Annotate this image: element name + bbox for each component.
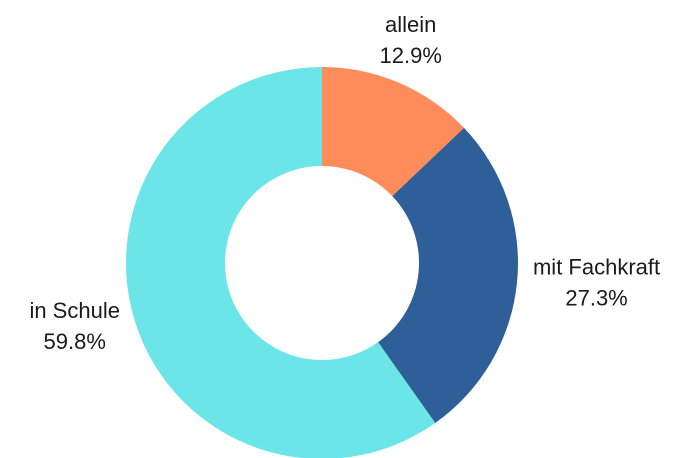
donut-slice: [378, 127, 519, 424]
slice-label: allein: [385, 12, 436, 37]
slice-label: mit Fachkraft: [533, 254, 660, 279]
donut-slice: [322, 67, 465, 197]
slice-value-label: 12.9%: [380, 43, 442, 68]
donut-slice: [126, 67, 436, 458]
slice-label: in Schule: [29, 298, 120, 323]
slice-value-label: 27.3%: [565, 285, 627, 310]
slice-value-label: 59.8%: [44, 329, 106, 354]
